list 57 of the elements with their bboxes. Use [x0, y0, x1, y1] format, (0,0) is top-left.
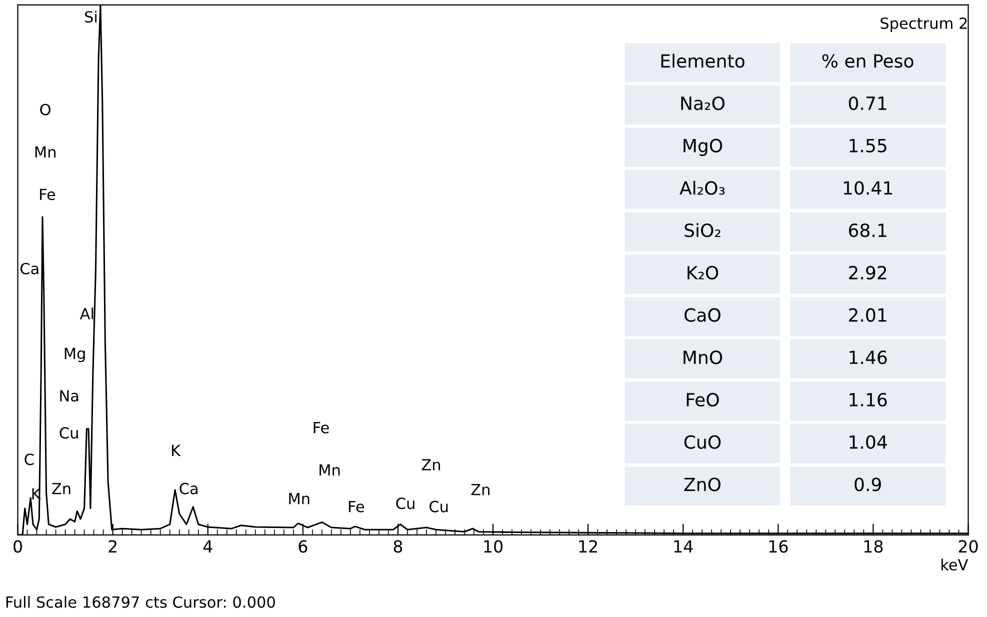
- annotation: Mn: [320, 464, 340, 476]
- x-tick-label: 2: [108, 540, 116, 552]
- category-label: FeO: [686, 392, 719, 407]
- annotation: Cu: [396, 498, 414, 510]
- x-tick-label: 12: [579, 540, 597, 552]
- annotation: Zn: [422, 459, 440, 470]
- annotation: K: [172, 444, 181, 456]
- data-label: 1.04: [850, 435, 887, 449]
- category-label: SiO₂: [684, 223, 720, 238]
- annotation: Fe: [40, 188, 56, 200]
- annotation: Mg: [64, 348, 85, 362]
- category-label: Al₂O₃: [680, 180, 725, 195]
- annotation: Mn: [35, 146, 56, 158]
- annotation: Al: [80, 308, 94, 320]
- data-label: 2.01: [849, 308, 886, 322]
- annotation: Fe: [314, 422, 329, 434]
- category-label: MnO: [684, 350, 722, 364]
- annotation: C: [24, 454, 34, 466]
- data-label: 0.71: [848, 96, 886, 110]
- annotation: O: [40, 104, 50, 116]
- data-label: 1.16: [850, 392, 887, 407]
- category-label: MgO: [684, 138, 722, 156]
- annotation: Ca: [180, 482, 198, 494]
- annotation: % en Peso: [822, 54, 914, 68]
- category-label: K₂O: [688, 266, 718, 280]
- data-label: 2.92: [849, 266, 886, 280]
- annotation: Si: [84, 10, 96, 23]
- x-tick-label: 10: [484, 540, 503, 553]
- x-tick-label: 18: [864, 540, 883, 553]
- x-tick-label: 0: [14, 540, 22, 553]
- data-label: 0.9: [854, 478, 881, 492]
- x-tick-label: 6: [298, 540, 308, 553]
- annotation: Mn: [289, 493, 310, 504]
- x-tick-label: 8: [394, 540, 402, 553]
- category-label: CuO: [684, 435, 721, 449]
- data-label: 68.1: [848, 223, 886, 238]
- category-label: CaO: [684, 308, 720, 322]
- text: Full Scale 168797 cts Cursor: 0.000: [6, 596, 275, 608]
- data-label: 1.55: [850, 139, 886, 152]
- category-label: ZnO: [684, 478, 720, 492]
- annotation: Zn: [52, 482, 70, 494]
- data-label: 1.46: [850, 350, 887, 364]
- category-label: Na₂O: [681, 96, 724, 110]
- x-tick-label: 14: [674, 540, 693, 552]
- x-tick-label: 16: [769, 540, 788, 553]
- annotation: Na: [60, 390, 78, 402]
- annotation: Zn: [471, 484, 490, 496]
- text: Spectrum 2: [880, 17, 967, 32]
- annotation: Elemento: [661, 54, 744, 68]
- annotation: Fe: [348, 500, 364, 512]
- annotation: Cu: [430, 500, 448, 512]
- annotation: Cu: [60, 427, 78, 439]
- x-tick-label: 4: [203, 540, 212, 552]
- data-label: 10.41: [844, 181, 892, 195]
- x-tick-label: 20: [958, 540, 978, 553]
- x-axis-title: keV: [941, 558, 968, 571]
- annotation: Ca: [20, 262, 38, 274]
